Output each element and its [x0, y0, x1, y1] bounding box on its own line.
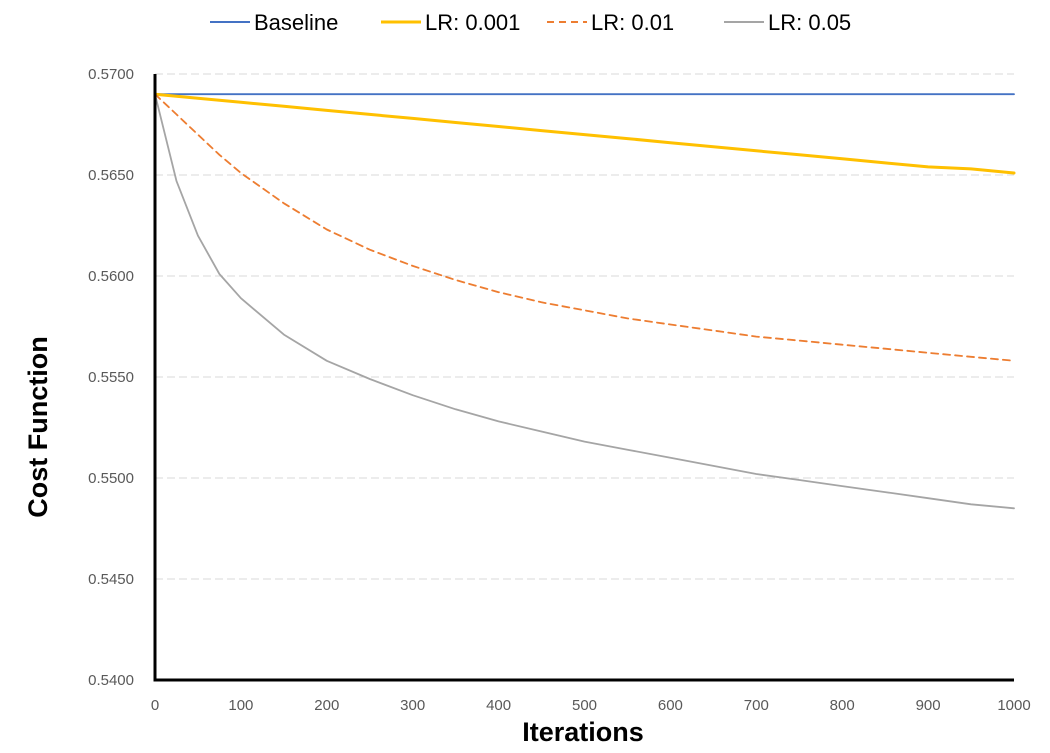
x-axis-title: Iterations [522, 717, 644, 747]
y-tick-label: 0.5450 [88, 571, 134, 588]
x-tick-label: 100 [228, 697, 253, 714]
legend-label-2: LR: 0.001 [425, 10, 520, 35]
tick-labels: 0.5400 0.5450 0.5500 0.5550 0.5600 0.5650 0.57… [88, 66, 1031, 714]
y-tick-label: 0.5400 [88, 672, 134, 689]
x-tick-label: 500 [572, 697, 597, 714]
x-tick-label: 400 [486, 697, 511, 714]
y-axis-title: Cost Function [23, 336, 53, 517]
y-tick-label: 0.5500 [88, 470, 134, 487]
legend-label-3: LR: 0.01 [591, 10, 674, 35]
x-tick-label: 200 [314, 697, 339, 714]
y-tick-label: 0.5650 [88, 167, 134, 184]
x-tick-label: 0 [151, 697, 159, 714]
series-line-2 [153, 92, 1016, 175]
legend: Baseline LR: 0.001 LR: 0.01 LR: 0.05 [210, 10, 851, 35]
y-tick-label: 0.5550 [88, 369, 134, 386]
gridlines [155, 73, 1014, 580]
x-tick-label: 600 [658, 697, 683, 714]
legend-label-4: LR: 0.05 [768, 10, 851, 35]
axes [153, 74, 1014, 682]
series-lines [153, 92, 1016, 510]
series-line-4 [154, 93, 1015, 510]
series-line-3 [154, 93, 1015, 362]
y-tick-label: 0.5600 [88, 268, 134, 285]
x-tick-label: 800 [830, 697, 855, 714]
x-tick-label: 900 [916, 697, 941, 714]
x-tick-label: 300 [400, 697, 425, 714]
legend-label-1: Baseline [254, 10, 338, 35]
y-tick-label: 0.5700 [88, 66, 134, 83]
x-tick-label: 1000 [997, 697, 1030, 714]
x-tick-label: 700 [744, 697, 769, 714]
